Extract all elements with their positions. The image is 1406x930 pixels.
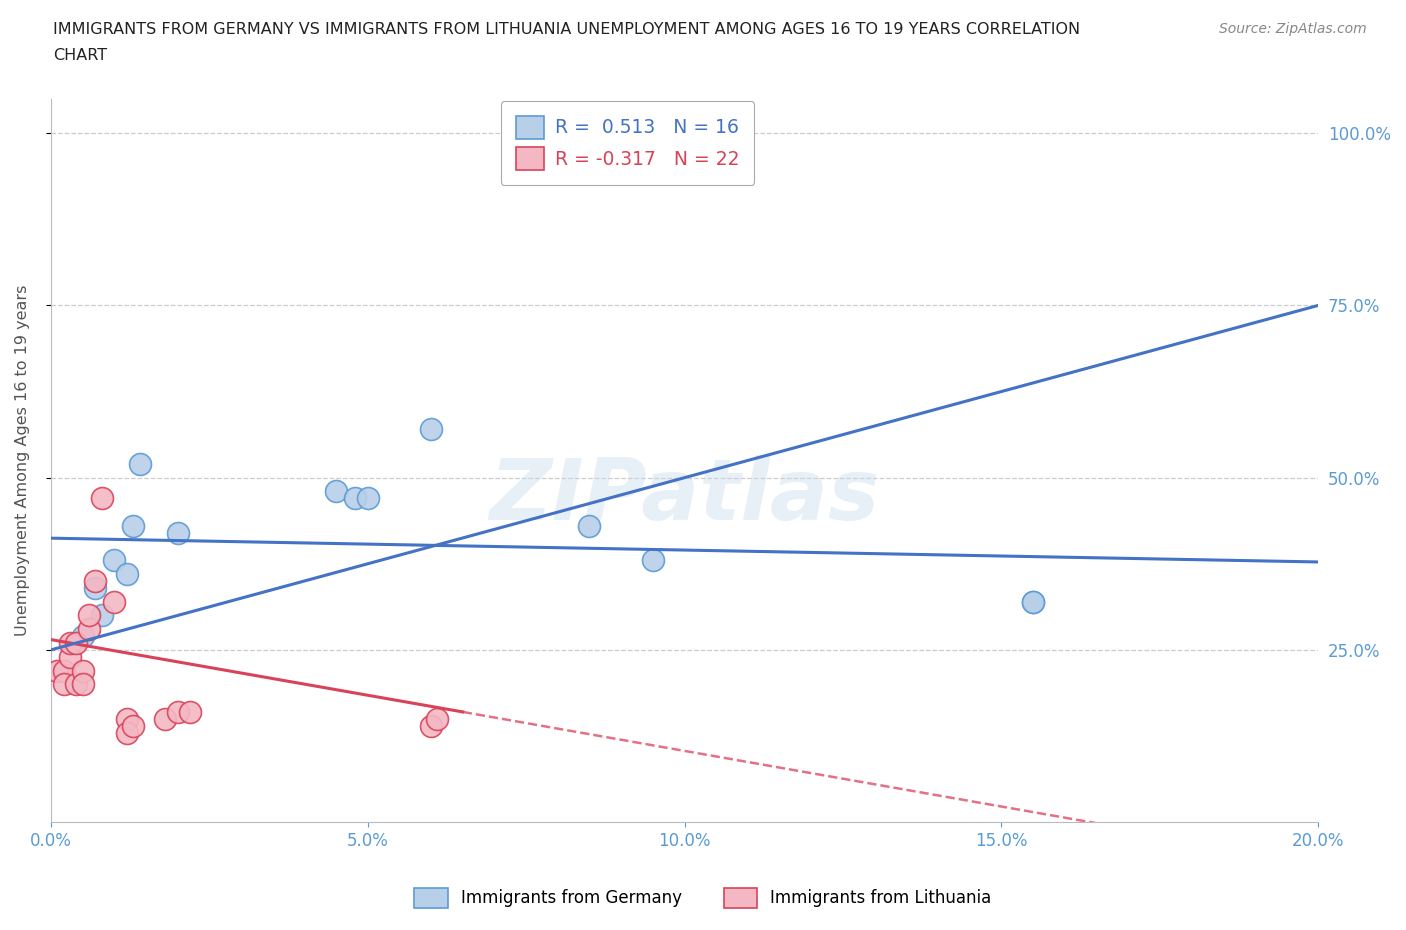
Point (65, 635, 87, 650)
Point (128, 457, 150, 472)
Legend: Immigrants from Germany, Immigrants from Lithuania: Immigrants from Germany, Immigrants from… (408, 882, 998, 914)
Point (166, 525, 188, 540)
Point (52, 663, 75, 678)
Point (1022, 594, 1045, 609)
Text: Source: ZipAtlas.com: Source: ZipAtlas.com (1219, 22, 1367, 36)
Point (59, 635, 82, 650)
Point (59, 649, 82, 664)
Point (77, 622, 100, 637)
Point (77, 608, 100, 623)
Point (153, 711, 176, 726)
Point (325, 484, 347, 498)
Point (641, 553, 664, 568)
Point (72, 663, 94, 678)
Point (166, 705, 188, 720)
Point (103, 594, 125, 609)
Text: IMMIGRANTS FROM GERMANY VS IMMIGRANTS FROM LITHUANIA UNEMPLOYMENT AMONG AGES 16 : IMMIGRANTS FROM GERMANY VS IMMIGRANTS FR… (53, 22, 1081, 37)
Point (65, 677, 87, 692)
Point (46, 663, 69, 678)
Text: CHART: CHART (53, 48, 107, 63)
Point (90, 491, 112, 506)
Point (344, 491, 367, 506)
Point (84, 580, 107, 595)
Point (420, 422, 443, 437)
Point (72, 629, 94, 644)
Point (90, 608, 112, 623)
Legend: R =  0.513   N = 16, R = -0.317   N = 22: R = 0.513 N = 16, R = -0.317 N = 22 (501, 100, 755, 185)
Point (115, 711, 138, 726)
Y-axis label: Unemployment Among Ages 16 to 19 years: Unemployment Among Ages 16 to 19 years (15, 285, 30, 636)
Text: ZIPatlas: ZIPatlas (489, 455, 880, 538)
Point (122, 518, 145, 533)
Point (103, 553, 125, 568)
Point (420, 718, 443, 733)
Point (115, 725, 138, 740)
Point (426, 711, 449, 726)
Point (578, 518, 600, 533)
Point (1022, 594, 1045, 609)
Point (52, 677, 75, 692)
Point (115, 566, 138, 581)
Point (122, 718, 145, 733)
Point (179, 705, 201, 720)
Point (84, 574, 107, 589)
Point (72, 677, 94, 692)
Point (357, 491, 380, 506)
